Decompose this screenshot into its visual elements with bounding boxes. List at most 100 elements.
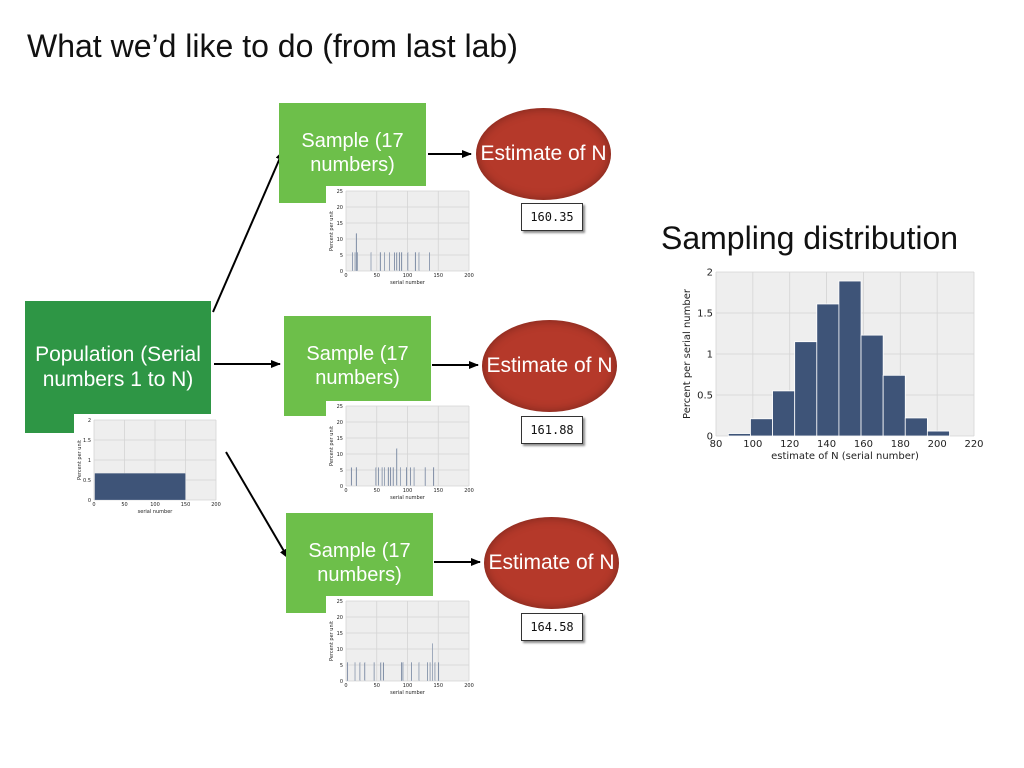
estimate-label-3: Estimate of N — [488, 551, 615, 575]
histogram-bar — [406, 467, 408, 487]
x-tick-label: 200 — [928, 439, 947, 450]
y-tick-label: 15 — [337, 436, 343, 442]
histogram-bar — [355, 467, 357, 487]
y-tick-label: 20 — [337, 615, 343, 621]
histogram-bar — [352, 252, 354, 272]
x-tick-label: 150 — [181, 502, 191, 508]
x-tick-label: 100 — [403, 683, 413, 689]
x-tick-label: 150 — [433, 488, 443, 494]
population-histogram: 0 0.5 1 1.5 2 0 50 100 150 200 serial number Percen… — [74, 414, 224, 516]
sample-label-2: Sample (17 numbers) — [306, 343, 409, 389]
x-tick-label: 50 — [121, 502, 127, 508]
sample-histogram-3: 0 5 10 15 20 25 0 50 100 150 200 serial number Perce… — [326, 596, 476, 696]
y-tick-label: 10 — [337, 647, 343, 653]
histogram-bar — [373, 662, 375, 682]
histogram-bar — [428, 252, 430, 272]
histogram-bar — [418, 662, 420, 682]
sample-histogram-2: 0 5 10 15 20 25 0 50 100 150 200 serial number Perce… — [326, 401, 476, 501]
y-tick-label: 0 — [340, 269, 343, 275]
y-tick-label: 1.5 — [697, 309, 713, 320]
histogram-bar — [379, 252, 381, 272]
y-tick-label: 20 — [337, 420, 343, 426]
x-tick-label: 150 — [433, 273, 443, 279]
histogram-bar — [377, 467, 379, 487]
y-tick-label: 0 — [340, 484, 343, 490]
x-tick-label: 200 — [464, 488, 474, 494]
estimate-value-3: 164.58 — [521, 613, 583, 641]
histogram-bar — [359, 662, 361, 682]
y-tick-label: 20 — [337, 205, 343, 211]
estimate-ellipse-1: Estimate of N — [476, 108, 611, 200]
x-tick-label: 120 — [780, 439, 799, 450]
histogram-bar — [347, 662, 349, 682]
histogram-bar — [375, 467, 377, 487]
y-axis-label: Percent per serial number — [682, 288, 693, 419]
x-tick-label: 200 — [464, 683, 474, 689]
x-tick-label: 0 — [344, 488, 347, 494]
x-axis-label: serial number — [138, 509, 174, 515]
histogram-bar — [387, 467, 389, 487]
x-tick-label: 160 — [854, 439, 873, 450]
y-axis-label: Percent per unit — [329, 426, 335, 466]
histogram-bar — [388, 252, 390, 272]
y-tick-label: 2 — [707, 268, 713, 279]
histogram-bar — [401, 252, 403, 272]
y-axis-label: Percent per unit — [329, 211, 335, 251]
histogram-bar — [411, 662, 413, 682]
slide-title: What we’d like to do (from last lab) — [27, 28, 518, 64]
histogram-bar — [424, 467, 426, 487]
x-tick-label: 140 — [817, 439, 836, 450]
y-tick-label: 25 — [337, 599, 343, 605]
histogram-bar — [438, 662, 440, 682]
histogram-bar — [400, 467, 402, 487]
histogram-bar — [390, 467, 392, 487]
estimate-label-2: Estimate of N — [486, 354, 613, 378]
y-tick-label: 5 — [340, 663, 343, 669]
histogram-bar — [926, 430, 950, 437]
population-label: Population (Serial numbers 1 to N) — [35, 342, 201, 391]
x-tick-label: 220 — [964, 439, 983, 450]
x-axis-label: estimate of N (serial number) — [771, 451, 919, 462]
histogram-bar — [904, 417, 928, 437]
histogram-bar — [354, 662, 356, 682]
x-tick-label: 100 — [403, 273, 413, 279]
y-axis-label: Percent per unit — [329, 621, 335, 661]
sample-label-3: Sample (17 numbers) — [308, 540, 411, 586]
histogram-bar — [413, 467, 415, 487]
estimate-ellipse-2: Estimate of N — [482, 320, 617, 412]
y-axis-label: Percent per unit — [77, 440, 83, 480]
histogram-bar — [396, 448, 398, 487]
y-tick-label: 25 — [337, 189, 343, 195]
y-tick-label: 10 — [337, 237, 343, 243]
histogram-bar — [356, 252, 358, 272]
histogram-bar — [94, 473, 186, 501]
y-tick-label: 10 — [337, 452, 343, 458]
x-tick-label: 0 — [344, 273, 347, 279]
histogram-bar — [380, 662, 382, 682]
histogram-bar — [882, 374, 906, 437]
x-tick-label: 150 — [433, 683, 443, 689]
sample-box-2: Sample (17 numbers) — [284, 316, 431, 416]
y-tick-label: 1.5 — [83, 438, 91, 444]
sample-label-1: Sample (17 numbers) — [301, 130, 404, 176]
histogram-bar — [429, 662, 431, 682]
sampling-distribution-histogram: 0 0.5 1 1.5 2 80 100 120 140 160 180 200 220 estimate… — [676, 262, 988, 468]
sampling-distribution-title: Sampling distribution — [661, 220, 959, 256]
histogram-bar — [384, 467, 386, 487]
histogram-bar — [816, 303, 840, 437]
x-tick-label: 200 — [211, 502, 221, 508]
y-tick-label: 0 — [340, 679, 343, 685]
x-tick-label: 50 — [374, 273, 380, 279]
histogram-bar — [364, 662, 366, 682]
y-tick-label: 1 — [707, 350, 713, 361]
histogram-bar — [418, 252, 420, 272]
histogram-bar — [727, 433, 751, 437]
histogram-bar — [433, 467, 435, 487]
histogram-bar — [794, 341, 818, 437]
histogram-bar — [355, 233, 357, 272]
y-tick-label: 0 — [707, 432, 713, 443]
histogram-bar — [393, 252, 395, 272]
population-box: Population (Serial numbers 1 to N) — [25, 301, 211, 433]
histogram-bar — [407, 252, 409, 272]
